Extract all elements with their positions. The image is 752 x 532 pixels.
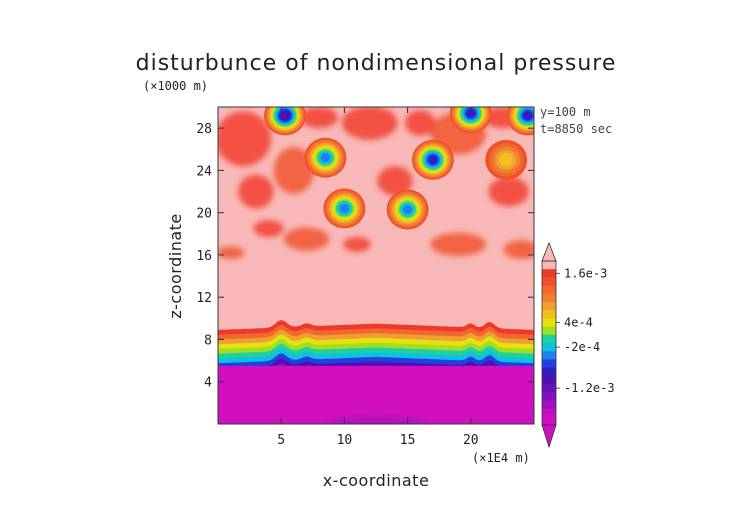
anomaly-ring: [428, 155, 438, 164]
anomaly-cell: [506, 107, 534, 136]
field-blob: [238, 174, 274, 209]
colorbar-swatch: [542, 261, 556, 270]
anomaly-cell: [323, 188, 366, 229]
colorbar-swatch: [542, 326, 556, 336]
upper-turbulence: [218, 107, 534, 260]
colorbar-swatch: [542, 416, 556, 426]
anomaly-cell: [304, 137, 347, 178]
y-axis-label: z-coordinate: [166, 213, 185, 319]
y-tick-label: 12: [196, 291, 212, 306]
field-blob: [283, 227, 330, 251]
x-axis: 5 10 15 20: [277, 107, 479, 448]
y-tick-label: 20: [196, 207, 212, 222]
y-tick-label: 28: [196, 122, 212, 137]
colorbar-swatch: [542, 400, 556, 409]
colorbar-swatch: [542, 293, 556, 303]
anomaly-ring: [466, 109, 476, 118]
colorbar-swatch: [542, 392, 556, 401]
pressure-field: [218, 107, 534, 424]
field-blob: [253, 220, 284, 237]
field-blob: [488, 176, 529, 207]
colorbar-swatch: [542, 285, 556, 295]
heatmap-plot-area: [218, 107, 534, 424]
x-unit-label: (×1E4 m): [472, 451, 530, 465]
y-tick-label: 24: [196, 164, 212, 179]
field-blob: [300, 107, 339, 129]
colorbar-swatch: [542, 384, 556, 393]
field-blob: [218, 246, 245, 260]
colorbar-swatch: [542, 302, 556, 311]
anomaly-ring: [402, 204, 413, 215]
chart-title: disturbunce of nondimensional pressure: [136, 51, 617, 76]
colorbar-swatch: [542, 367, 556, 377]
anomaly-cell: [449, 107, 492, 134]
field-blob: [377, 166, 413, 196]
field-blob: [273, 147, 315, 194]
x-tick-label: 15: [400, 433, 416, 448]
colorbar-swatch: [542, 334, 556, 344]
colorbar-swatch: [542, 351, 556, 360]
layer-base: [218, 365, 534, 424]
x-tick-label: 5: [277, 433, 285, 448]
layer-core: [325, 415, 427, 424]
annotation-time: t=8850 sec: [540, 122, 612, 136]
anomalies: [264, 107, 534, 230]
colorbar-label: -2e-4: [564, 340, 600, 354]
layer-core-blob: [325, 415, 427, 424]
colorbar: 1.6e-3 4e-4 -2e-4 -1.2e-3: [541, 241, 615, 449]
anomaly-ring: [280, 111, 290, 120]
colorbar-label: -1.2e-3: [564, 381, 615, 395]
y-axis: 4 8 12 16 20 24 28: [196, 122, 534, 391]
y-tick-label: 8: [204, 333, 212, 348]
colorbar-swatch: [542, 343, 556, 352]
colorbar-swatch: [542, 318, 556, 327]
y-unit-label: (×1000 m): [143, 79, 208, 93]
anomaly-ring: [339, 203, 350, 214]
x-tick-label: 10: [337, 433, 353, 448]
anomaly-ring: [523, 111, 532, 120]
y-tick-label: 16: [196, 249, 212, 264]
colorbar-swatch: [542, 359, 556, 368]
colorbar-swatch: [542, 277, 556, 286]
anomaly-cell: [386, 189, 429, 230]
colorbar-swatch: [542, 408, 556, 418]
field-blob: [341, 107, 398, 140]
y-tick-label: 4: [204, 376, 212, 391]
colorbar-lower-extend: [541, 424, 557, 449]
field-blob: [405, 110, 436, 136]
anomaly-ring: [499, 152, 514, 167]
lower-layer: [218, 320, 534, 424]
plot-frame: [217, 106, 535, 425]
x-tick-label: 20: [463, 433, 479, 448]
anomaly-ring: [320, 153, 331, 163]
anomaly-cell: [485, 139, 528, 180]
field-blob: [430, 232, 486, 256]
annotation-y: y=100 m: [540, 105, 591, 119]
colorbar-frame: [541, 260, 557, 426]
colorbar-swatch: [542, 375, 556, 385]
colorbar-label: 4e-4: [564, 316, 593, 330]
field-blob: [503, 240, 534, 260]
colorbar-swatch: [542, 310, 556, 319]
field-blob: [218, 111, 272, 167]
colorbar-upper-extend: [541, 241, 557, 262]
field-blob: [343, 236, 371, 252]
x-axis-label: x-coordinate: [323, 471, 430, 490]
colorbar-swatch: [542, 269, 556, 278]
colorbar-label: 1.6e-3: [564, 266, 607, 280]
anomaly-cell: [411, 139, 454, 180]
anomaly-cell: [264, 107, 306, 136]
